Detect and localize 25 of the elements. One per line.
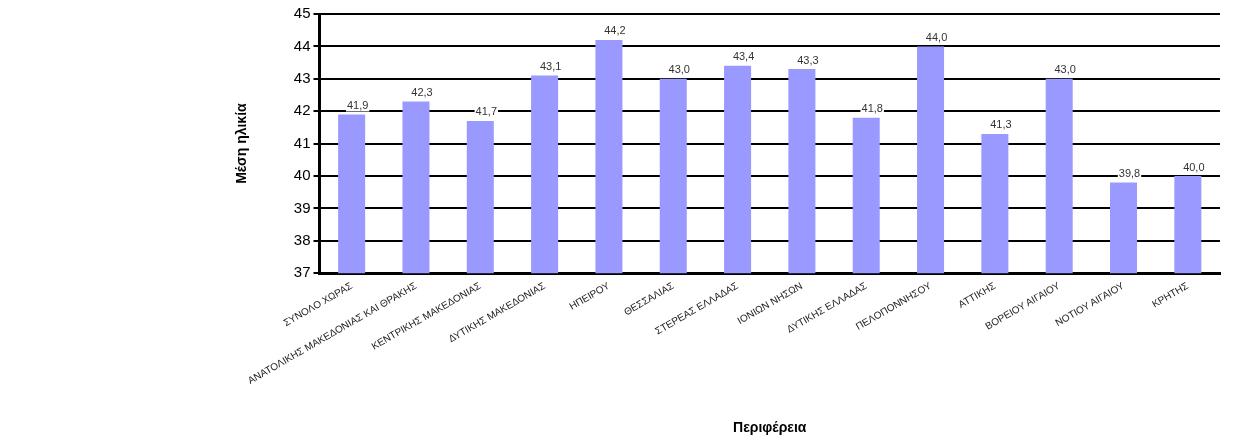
y-tick-label: 40 [293,166,311,184]
data-label: 41,3 [990,118,1012,131]
y-tick-label: 38 [293,230,311,248]
x-axis-title: Περιφέρεια [733,419,807,436]
data-label: 41,8 [861,102,883,115]
data-label: 41,7 [475,105,497,118]
data-label: 42,3 [411,86,433,99]
data-label: 43,0 [668,63,690,76]
y-tick-label: 39 [293,198,311,216]
data-label: 43,3 [797,53,819,66]
data-label: 39,8 [1118,167,1141,180]
data-label: 44,2 [604,24,626,37]
y-tick-label: 45 [293,4,311,22]
y-tick-label: 44 [293,36,311,54]
y-tick-label: 41 [293,133,311,151]
y-tick-label: 42 [293,101,311,119]
data-label: 43,0 [1054,63,1076,76]
data-label: 44,0 [925,30,948,43]
data-label: 43,4 [732,50,755,63]
y-tick-label: 43 [293,68,311,86]
y-axis-title: Μέση ηλικία [233,102,250,184]
data-label: 41,9 [346,98,369,111]
data-label: 40,0 [1183,160,1205,173]
y-tick-label: 37 [293,263,311,281]
data-label: 43,1 [539,60,562,73]
